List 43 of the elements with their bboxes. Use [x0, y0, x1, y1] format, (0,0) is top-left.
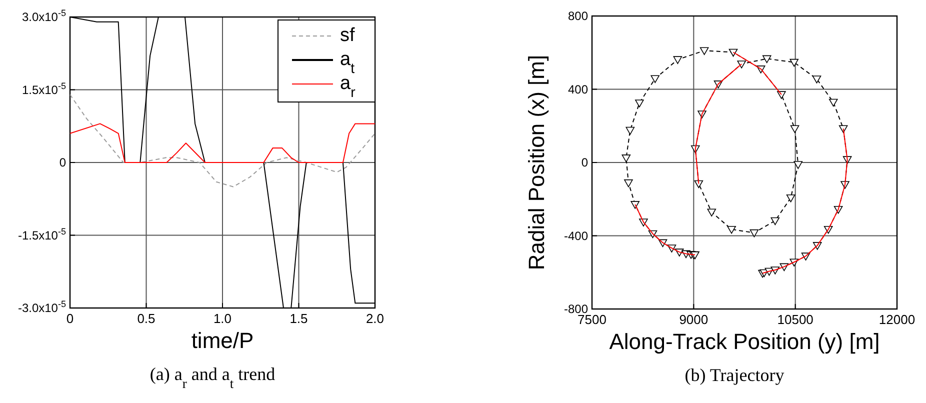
point [786, 194, 796, 202]
point [750, 229, 759, 238]
y-tick-label: -3.0x10$^{-5}$ [18, 299, 66, 315]
y-tick-label: -1.5x10$^{-5}$ [18, 226, 66, 242]
point [707, 208, 716, 217]
point [626, 126, 635, 135]
y-tick-label: 400 [568, 82, 588, 96]
text: (a) a$_{r}$ and a$_{t}$ trend [150, 364, 276, 390]
point [622, 154, 631, 162]
point [794, 161, 803, 169]
x-tick-label: 1.0 [213, 311, 232, 326]
point [790, 125, 800, 134]
y-axis-title: Radial Position (x) [m] [524, 54, 549, 270]
legend-label: sf [340, 25, 356, 46]
y-tick-label: 3.0x10$^{-5}$ [22, 8, 66, 24]
x-tick-label: 2.0 [366, 311, 384, 326]
point [762, 55, 772, 64]
x-tick-label: 1.5 [290, 311, 308, 326]
point [700, 47, 709, 56]
point [790, 58, 799, 67]
x-axis-title: Along-Track Position (y) [m] [609, 329, 880, 354]
point [635, 100, 644, 108]
point [728, 48, 738, 57]
point [828, 98, 838, 107]
x-tick-label: 12000 [878, 312, 916, 327]
point [650, 75, 660, 84]
x-tick-label: 0.5 [137, 311, 156, 326]
point [812, 76, 822, 84]
point [630, 201, 640, 209]
x-tick-label: 10500 [777, 312, 814, 327]
y-tick-label: 800 [568, 9, 588, 23]
y-tick-label: 0 [59, 156, 66, 170]
x-tick-label: 9000 [679, 312, 708, 327]
y-tick-label: -400 [564, 228, 588, 243]
point [770, 217, 780, 226]
y-tick-label: 1.5x10$^{-5}$ [22, 80, 66, 97]
point [727, 226, 736, 234]
text: (b) Trajectory [684, 365, 784, 385]
y-tick-label: 0 [581, 156, 588, 170]
line-series [70, 123, 375, 163]
point [624, 179, 633, 188]
x-axis-title: time/P [191, 328, 254, 353]
point [673, 56, 682, 64]
